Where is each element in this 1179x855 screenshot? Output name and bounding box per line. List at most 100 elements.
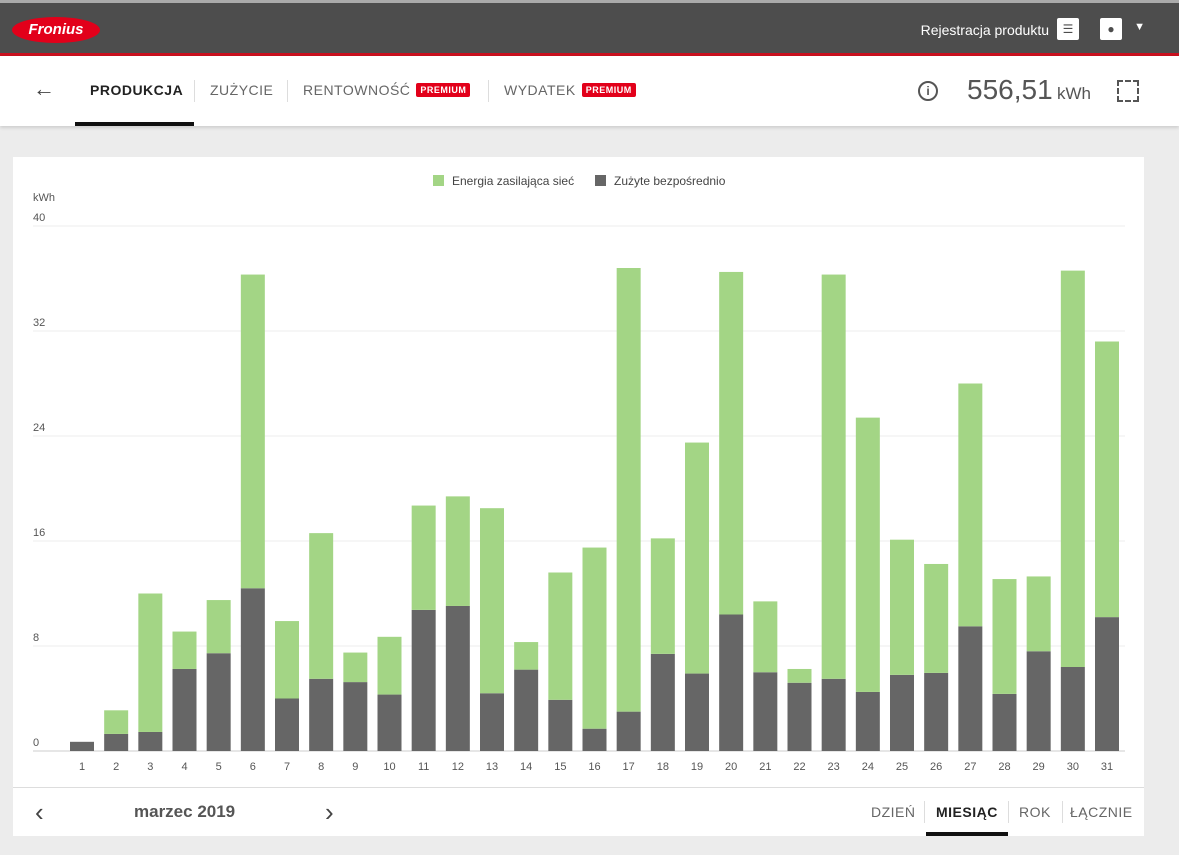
bar-segment bbox=[855, 691, 880, 751]
bar-segment bbox=[1060, 667, 1085, 751]
bar-segment bbox=[104, 710, 129, 734]
bar-segment bbox=[821, 678, 846, 751]
fronius-logo[interactable]: Fronius bbox=[12, 17, 100, 43]
chevron-down-icon[interactable]: ▼ bbox=[1134, 21, 1145, 33]
x-tick-label: 11 bbox=[418, 761, 429, 773]
active-range-indicator bbox=[926, 832, 1008, 836]
previous-period-icon[interactable]: ‹ bbox=[35, 797, 44, 827]
bar-segment bbox=[172, 668, 197, 751]
x-tick-label: 1 bbox=[79, 761, 85, 773]
bar-segment bbox=[377, 636, 402, 695]
x-tick-label: 31 bbox=[1101, 761, 1113, 773]
x-tick-label: 9 bbox=[352, 761, 358, 773]
x-tick-label: 22 bbox=[793, 761, 805, 773]
bar-segment bbox=[924, 672, 949, 751]
x-tick-label: 12 bbox=[452, 761, 464, 773]
tab-rentownosc[interactable]: RENTOWNOŚĆ PREMIUM bbox=[303, 82, 471, 98]
bar-segment bbox=[70, 741, 94, 751]
bar-segment bbox=[411, 505, 436, 610]
info-icon[interactable]: i bbox=[918, 81, 938, 101]
x-tick-label: 19 bbox=[691, 761, 703, 773]
bar-segment bbox=[309, 533, 334, 679]
x-tick-label: 30 bbox=[1067, 761, 1079, 773]
bar-segment bbox=[753, 601, 778, 673]
bar-segment bbox=[1095, 341, 1119, 618]
bar-segment bbox=[958, 383, 983, 627]
bar-segment bbox=[582, 547, 607, 729]
bar-segment bbox=[514, 642, 539, 670]
bar-segment bbox=[377, 694, 402, 751]
product-registration-link[interactable]: Rejestracja produktu bbox=[920, 22, 1049, 38]
divider bbox=[13, 787, 1144, 788]
bar-segment bbox=[1060, 270, 1085, 667]
y-tick-label: 8 bbox=[33, 632, 39, 644]
back-arrow-icon[interactable]: ← bbox=[33, 76, 55, 101]
x-tick-label: 17 bbox=[623, 761, 635, 773]
tab-label: RENTOWNOŚĆ bbox=[303, 82, 411, 98]
bar-segment bbox=[685, 442, 709, 674]
bar-segment bbox=[343, 682, 368, 751]
bar-segment bbox=[480, 508, 504, 694]
bar-segment bbox=[138, 731, 163, 751]
bar-segment bbox=[992, 579, 1017, 694]
user-icon[interactable]: ● bbox=[1100, 18, 1122, 40]
bar-segment bbox=[240, 274, 265, 589]
x-tick-label: 21 bbox=[759, 761, 771, 773]
bar-segment bbox=[616, 268, 641, 712]
fullscreen-icon[interactable] bbox=[1117, 80, 1139, 102]
bar-segment bbox=[924, 563, 949, 673]
bar-segment bbox=[445, 496, 470, 606]
active-tab-indicator bbox=[75, 122, 194, 126]
y-tick-label: 16 bbox=[33, 527, 45, 539]
bar-segment bbox=[719, 614, 744, 751]
bar-segment bbox=[343, 652, 368, 683]
tab-produkcja[interactable]: PRODUKCJA bbox=[90, 82, 184, 98]
legend-label: Energia zasilająca sieć bbox=[452, 174, 574, 188]
bar-segment bbox=[206, 653, 231, 751]
next-period-icon[interactable]: › bbox=[325, 797, 334, 827]
x-tick-label: 26 bbox=[930, 761, 942, 773]
bar-segment bbox=[719, 271, 744, 615]
tab-wydatek[interactable]: WYDATEK PREMIUM bbox=[504, 82, 636, 98]
bar-segment bbox=[855, 417, 880, 692]
range-month[interactable]: MIESIĄC bbox=[936, 804, 998, 820]
bar-segment bbox=[309, 678, 334, 751]
bar-segment bbox=[958, 626, 983, 751]
x-tick-label: 20 bbox=[725, 761, 737, 773]
x-tick-label: 2 bbox=[113, 761, 119, 773]
bar-segment bbox=[890, 539, 914, 675]
bar-segment bbox=[1026, 651, 1051, 751]
range-year[interactable]: ROK bbox=[1019, 804, 1051, 820]
bar-segment bbox=[787, 668, 812, 683]
bar-segment bbox=[787, 682, 812, 751]
total-value: 556,51 bbox=[967, 74, 1053, 105]
y-tick-label: 24 bbox=[33, 422, 45, 434]
bar-segment bbox=[104, 733, 129, 751]
range-day[interactable]: DZIEŃ bbox=[871, 804, 916, 820]
bar-segment bbox=[445, 605, 470, 751]
bar-segment bbox=[206, 600, 231, 654]
period-label: marzec 2019 bbox=[134, 802, 236, 821]
bar-segment bbox=[650, 538, 675, 654]
legend-swatch bbox=[595, 175, 606, 186]
bar-segment bbox=[172, 631, 197, 669]
bar-segment bbox=[616, 711, 641, 751]
x-tick-label: 8 bbox=[318, 761, 324, 773]
bar-segment bbox=[275, 698, 299, 751]
premium-badge: PREMIUM bbox=[416, 83, 471, 97]
bar-segment bbox=[1026, 576, 1051, 652]
bar-segment bbox=[821, 274, 846, 679]
tab-zuzycie[interactable]: ZUŻYCIE bbox=[210, 82, 274, 98]
x-tick-label: 24 bbox=[862, 761, 874, 773]
bar-segment bbox=[275, 621, 299, 699]
x-tick-label: 16 bbox=[588, 761, 600, 773]
range-total[interactable]: ŁĄCZNIE bbox=[1070, 804, 1133, 820]
divider bbox=[924, 801, 925, 823]
legend-swatch bbox=[433, 175, 444, 186]
y-tick-label: 0 bbox=[33, 737, 39, 749]
certificate-icon[interactable]: ☰ bbox=[1057, 18, 1079, 40]
x-tick-label: 23 bbox=[828, 761, 840, 773]
legend-label: Zużyte bezpośrednio bbox=[614, 174, 726, 188]
x-tick-label: 15 bbox=[554, 761, 566, 773]
y-tick-label: 32 bbox=[33, 317, 45, 329]
